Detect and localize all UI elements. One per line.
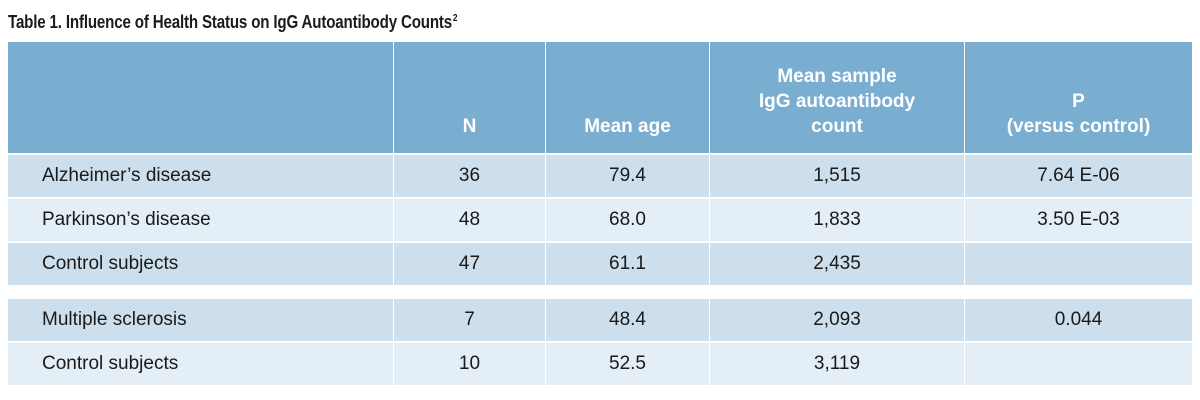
header-n: N: [394, 42, 546, 153]
count-cell: 2,435: [710, 241, 965, 285]
autoantibody-table: N Mean age Mean sample IgG autoantibody co…: [8, 42, 1192, 385]
count-cell: 1,515: [710, 153, 965, 197]
count-cell: 2,093: [710, 285, 965, 341]
header-row: N Mean age Mean sample IgG autoantibody co…: [8, 42, 1192, 153]
header-count-line-2: IgG autoantibody: [758, 91, 916, 112]
disease-cell: Multiple sclerosis: [8, 285, 394, 341]
count-cell: 1,833: [710, 197, 965, 241]
table-body: Alzheimer’s disease 36 79.4 1,515 7.64 E…: [8, 153, 1192, 385]
disease-cell: Control subjects: [8, 341, 394, 385]
table-row: Parkinson’s disease 48 68.0 1,833 3.50 E…: [8, 197, 1192, 241]
header-mean-count: Mean sample IgG autoantibody count: [710, 42, 965, 153]
caption-text: Table 1. Influence of Health Status on I…: [8, 12, 453, 32]
table-caption: Table 1. Influence of Health Status on I…: [8, 4, 458, 34]
n-cell: 7: [394, 285, 546, 341]
header-p-value: P (versus control): [965, 42, 1192, 153]
mean-age-cell: 48.4: [546, 285, 710, 341]
p-value-cell: 0.044: [965, 285, 1192, 341]
header-p-line-2: (versus control): [1006, 116, 1151, 137]
header-disease: [8, 42, 394, 153]
header-count-line-3: count: [811, 116, 863, 137]
n-cell: 36: [394, 153, 546, 197]
mean-age-cell: 52.5: [546, 341, 710, 385]
table-row: Multiple sclerosis 7 48.4 2,093 0.044: [8, 285, 1192, 341]
disease-cell: Control subjects: [8, 241, 394, 285]
p-value-cell: 7.64 E-06: [965, 153, 1192, 197]
table-row: Alzheimer’s disease 36 79.4 1,515 7.64 E…: [8, 153, 1192, 197]
header-mean-age: Mean age: [546, 42, 710, 153]
table-header: N Mean age Mean sample IgG autoantibody co…: [8, 42, 1192, 153]
disease-cell: Alzheimer’s disease: [8, 153, 394, 197]
p-value-cell: [965, 241, 1192, 285]
n-cell: 10: [394, 341, 546, 385]
header-count-line-1: Mean sample: [777, 66, 897, 87]
p-value-cell: 3.50 E-03: [965, 197, 1192, 241]
table-row: Control subjects 47 61.1 2,435: [8, 241, 1192, 285]
count-cell: 3,119: [710, 341, 965, 385]
mean-age-cell: 68.0: [546, 197, 710, 241]
n-cell: 47: [394, 241, 546, 285]
caption-footnote-marker: 2: [452, 13, 458, 24]
p-value-cell: [965, 341, 1192, 385]
mean-age-cell: 61.1: [546, 241, 710, 285]
disease-cell: Parkinson’s disease: [8, 197, 394, 241]
table-row: Control subjects 10 52.5 3,119: [8, 341, 1192, 385]
mean-age-cell: 79.4: [546, 153, 710, 197]
n-cell: 48: [394, 197, 546, 241]
header-p-line-1: P: [1072, 91, 1085, 112]
